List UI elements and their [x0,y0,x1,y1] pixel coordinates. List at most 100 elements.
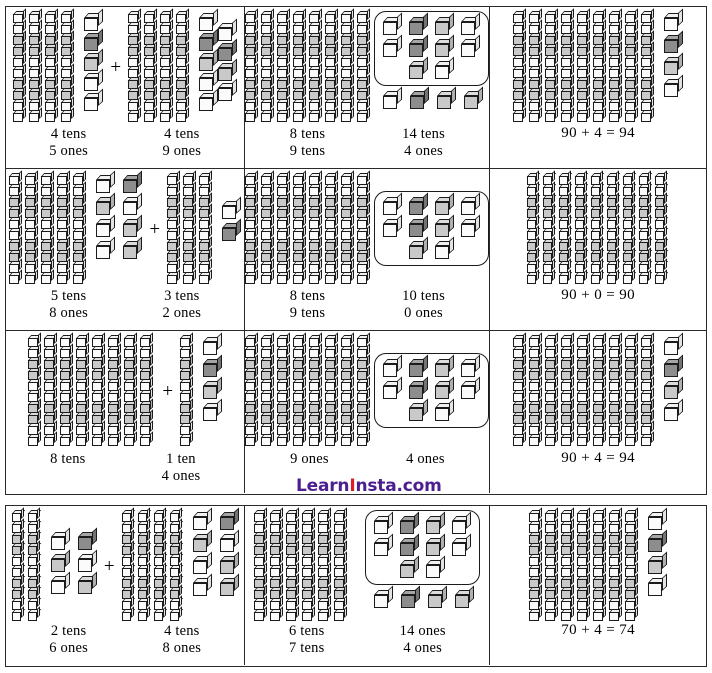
rod-cube-icon [609,605,623,621]
rod-cube-icon [108,430,122,446]
rod-cube-icon [357,106,371,122]
ten-rod [625,331,639,446]
rod-cube-icon [9,268,23,284]
rod-cube-icon [11,605,25,621]
regroup-stack [365,510,481,608]
unit-cube-icon [426,555,446,578]
ten-rod [341,331,355,446]
regroup-ones-a: 14 ones [399,623,446,639]
tens-rods [128,7,191,122]
addend-left-group [13,7,104,122]
result-cell: 90 + 4 = 94 [490,331,706,493]
regroup-ones-a: 14 tens [402,126,445,142]
ten-rod [325,7,339,122]
unit-cube-icon [463,86,483,109]
unit-cube-icon [409,354,429,377]
rod-cube-icon [574,268,588,284]
addend-left-label: 8 tens [50,451,85,468]
rod-cube-icon [293,106,307,122]
tens-rods [245,7,372,122]
rod-cube-icon [60,430,74,446]
tens-label: 1 ten [166,451,196,467]
tens-label: 4 tens [50,126,87,142]
rod-cube-icon [277,268,291,284]
regroup-tens-label: 6 tens 7 tens [289,623,324,657]
ten-rod [277,331,291,446]
rod-cube-icon [199,268,213,284]
regroup-tens-b: 9 tens [289,143,326,159]
rod-cube-icon [590,268,604,284]
result-cell: 90 + 0 = 90 [490,169,706,330]
rod-cube-icon [609,106,623,122]
unit-cube-icon [383,192,403,215]
ten-rod [325,169,339,284]
rod-cube-icon [309,268,323,284]
unit-cube-icon [427,585,447,608]
unit-cube-icon [435,398,455,421]
ten-rod [545,506,559,621]
unit-cube-icon [409,34,429,57]
rod-cube-icon [334,605,348,621]
ten-rod [334,506,348,621]
rod-cube-icon [144,106,158,122]
ten-rod [641,7,655,122]
addends-cell: + 4 tens 5 ones 4 tens 9 on [6,7,246,168]
ten-rod [542,169,556,284]
regroup-cell: 6 tens 7 tens 14 ones 4 ones [245,506,491,665]
ten-rod [169,506,183,621]
ten-rod [529,7,543,122]
ten-rod [590,169,604,284]
worksheet-row: + 2 tens 6 ones 4 tens 8 ones [6,506,706,665]
unit-cube-icon [664,30,684,53]
ten-rod [144,7,158,122]
plus-icon: + [162,380,174,402]
tens-rods [121,506,185,621]
ten-rod [183,169,197,284]
unit-cube-icon [123,214,143,237]
unit-cube-icon [374,511,394,534]
rod-cube-icon [270,605,284,621]
ten-rod [13,7,27,122]
rod-cube-icon [654,268,668,284]
rod-cube-icon [245,106,259,122]
tens-rods [167,169,214,284]
regroup-tens-b: 9 ones [290,451,329,467]
rod-cube-icon [128,106,142,122]
worksheet-row: + 8 tens 1 ten 4 ones [6,331,706,493]
rod-cube-icon [13,106,27,122]
ten-rod [341,169,355,284]
rod-cube-icon [302,605,316,621]
unit-cube-icon [461,12,481,35]
unit-cube-icon [84,28,104,51]
unit-cube-icon [218,38,238,61]
ten-rod [293,331,307,446]
ten-rod [609,331,623,446]
addend-right-label: 3 tens 2 ones [162,288,201,322]
unit-cube-icon [435,236,455,259]
ten-rod [140,331,154,446]
addend-right-label: 1 ten 4 ones [162,451,201,485]
regroup-ones-label: 4 ones [406,451,445,468]
ten-rod [44,331,58,446]
ring-ones [383,12,481,79]
addend-right-label: 4 tens 8 ones [162,623,201,657]
ones-cubes [648,507,668,596]
rod-cube-icon [137,605,151,621]
unit-cube-icon [664,8,684,31]
rod-cube-icon [309,430,323,446]
rod-cube-icon [183,268,197,284]
rod-cube-icon [325,106,339,122]
unit-cube-icon [409,376,429,399]
unit-cube-icon [50,527,70,550]
rod-cube-icon [641,430,655,446]
ten-rod [526,169,540,284]
rod-cube-icon [277,106,291,122]
ten-rod [261,169,275,284]
unit-cube-icon [664,398,684,421]
addend-right-group [121,506,239,621]
unit-cube-icon [426,533,446,556]
ten-rod [167,169,181,284]
result-cell: 70 + 4 = 74 [490,506,706,665]
unit-cube-icon [203,398,223,421]
unit-cube-icon [400,585,420,608]
